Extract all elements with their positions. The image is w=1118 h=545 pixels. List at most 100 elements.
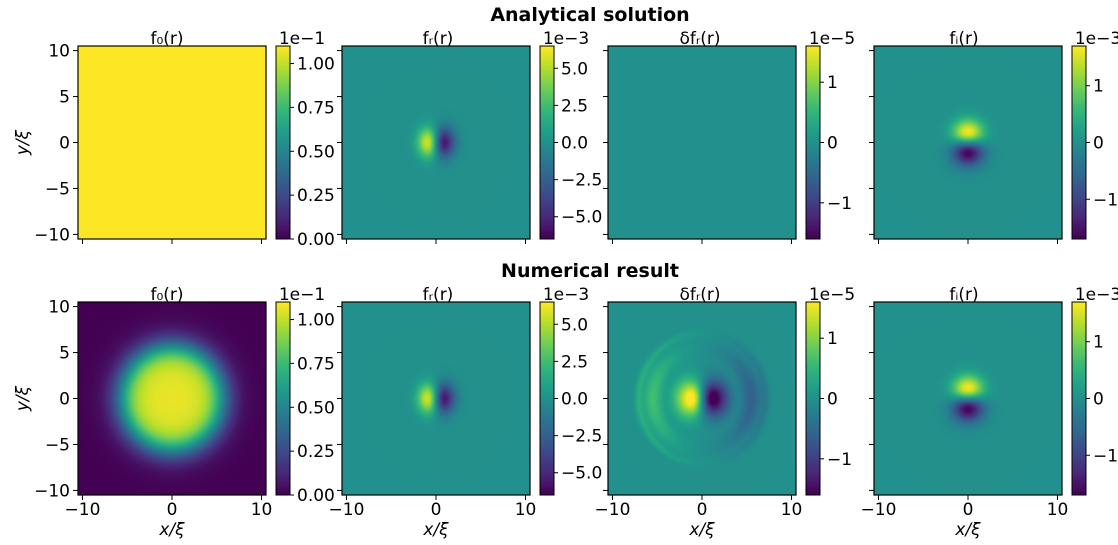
- heatmap-image: [608, 46, 796, 239]
- heatmap-image: [874, 46, 1062, 239]
- colorbar-tick-label: 0.75: [297, 354, 335, 374]
- row-title: Analytical solution: [490, 4, 689, 26]
- heatmap-image: [342, 302, 530, 495]
- x-tick-label: 10: [781, 500, 803, 520]
- x-tick-label: 10: [515, 500, 537, 520]
- y-tick-label: −5: [45, 179, 70, 199]
- x-tick-label: 0: [167, 500, 178, 520]
- colorbar-tick-label: 5.0: [561, 315, 588, 335]
- heatmap-panel: δfᵣ(r) −1 0 1 1e−5: [603, 29, 855, 244]
- colorbar-exponent: 1e−1: [279, 285, 325, 305]
- x-axis-label: x/ξ: [688, 520, 715, 540]
- heatmap-image: [608, 302, 796, 495]
- heatmap-image: [78, 302, 266, 495]
- colorbar-tick-label: 1: [1093, 333, 1104, 353]
- x-tick-label: 0: [963, 500, 974, 520]
- colorbar-tick-label: −1: [1093, 190, 1118, 210]
- colorbar-tick-label: 0.75: [297, 98, 335, 118]
- panel-title: δfᵣ(r): [679, 285, 720, 305]
- colorbar-exponent: 1e−5: [809, 285, 855, 305]
- colorbar: [806, 302, 820, 495]
- colorbar-tick-label: −5.0: [561, 464, 602, 484]
- colorbar: [276, 46, 290, 239]
- heatmap-panel: fᵣ(r) −10 0 10 −5.0 −2.5 0.0 2.5 5.0 1e−3 x/ξ: [329, 285, 603, 540]
- colorbar-exponent: 1e−3: [1075, 285, 1118, 305]
- y-tick-label: −10: [34, 481, 70, 501]
- x-tick-label: −10: [595, 500, 631, 520]
- colorbar: [540, 46, 554, 239]
- colorbar-tick-label: 0: [1093, 390, 1104, 410]
- colorbar-tick-label: −2.5: [561, 427, 602, 447]
- colorbar-tick-label: 0.50: [297, 398, 335, 418]
- x-tick-label: 10: [251, 500, 273, 520]
- heatmap-panel: fᵢ(r) −1 0 1 1e−3: [869, 29, 1118, 244]
- colorbar-tick-label: 1: [827, 73, 838, 93]
- colorbar-tick-label: 2.5: [561, 96, 588, 116]
- row-title: Numerical result: [501, 260, 679, 282]
- x-axis-label: x/ξ: [158, 520, 185, 540]
- colorbar: [276, 302, 290, 495]
- colorbar-tick-label: 0: [827, 134, 838, 154]
- x-tick-label: −10: [861, 500, 897, 520]
- heatmap-panel: f₀(r) −10 −5 0 5 10 −10 0 10 0.00 0.25 0.50 0.75 1.00…: [34, 285, 335, 540]
- colorbar-tick-label: 0.0: [561, 134, 588, 154]
- colorbar: [1072, 302, 1086, 495]
- panel-title: f₀(r): [150, 29, 183, 49]
- panel-title: f₀(r): [150, 285, 183, 305]
- panel-title: fᵣ(r): [423, 285, 454, 305]
- colorbar-tick-label: 5.0: [561, 59, 588, 79]
- x-tick-label: −10: [329, 500, 365, 520]
- y-axis-label: y/ξ: [13, 385, 33, 412]
- colorbar-exponent: 1e−1: [279, 29, 325, 49]
- colorbar-exponent: 1e−3: [1075, 29, 1118, 49]
- x-tick-label: 10: [1047, 500, 1069, 520]
- colorbar-tick-label: 0.25: [297, 186, 335, 206]
- y-tick-label: 10: [48, 298, 70, 318]
- panel-title: fᵣ(r): [423, 29, 454, 49]
- heatmap-panel: fᵣ(r) −5.0 −2.5 0.0 2.5 5.0 1e−3: [337, 29, 602, 244]
- colorbar-tick-label: 0.00: [297, 486, 335, 506]
- y-tick-label: −10: [34, 225, 70, 245]
- colorbar-tick-label: 1.00: [297, 55, 335, 75]
- y-tick-label: 0: [59, 390, 70, 410]
- heatmap-image: [342, 46, 530, 239]
- colorbar-tick-label: −1: [827, 194, 852, 214]
- y-axis-label: y/ξ: [13, 129, 33, 156]
- x-tick-label: 0: [697, 500, 708, 520]
- panel-title: δfᵣ(r): [679, 29, 720, 49]
- panel-title: fᵢ(r): [949, 285, 978, 305]
- colorbar-frame: [275, 45, 291, 240]
- colorbar: [540, 302, 554, 495]
- colorbar-tick-label: 0.25: [297, 442, 335, 462]
- y-tick-label: 5: [59, 88, 70, 108]
- colorbar-tick-label: 2.5: [561, 352, 588, 372]
- colorbar-tick-label: −1: [827, 450, 852, 470]
- heatmap-panel: f₀(r) −10 −5 0 5 10 0.00 0.25 0.50 0.75 1.00 1e−1: [34, 29, 335, 250]
- panel-title: fᵢ(r): [949, 29, 978, 49]
- colorbar: [806, 46, 820, 239]
- colorbar-exponent: 1e−3: [543, 285, 589, 305]
- colorbar-tick-label: 0.50: [297, 142, 335, 162]
- x-tick-label: −10: [65, 500, 101, 520]
- colorbar-exponent: 1e−5: [809, 29, 855, 49]
- colorbar-exponent: 1e−3: [543, 29, 589, 49]
- heatmap-image: [874, 302, 1062, 495]
- heatmap-image: [78, 46, 266, 239]
- colorbar-tick-label: 0: [1093, 134, 1104, 154]
- y-tick-label: −5: [45, 435, 70, 455]
- colorbar-tick-label: 0.00: [297, 230, 335, 250]
- x-tick-label: 0: [431, 500, 442, 520]
- colorbar-tick-label: 1.00: [297, 311, 335, 331]
- x-axis-label: x/ξ: [954, 520, 981, 540]
- y-tick-label: 0: [59, 134, 70, 154]
- colorbar-tick-label: 0: [827, 390, 838, 410]
- colorbar-frame: [275, 301, 291, 496]
- y-tick-label: 5: [59, 344, 70, 364]
- colorbar-tick-label: −1: [1093, 446, 1118, 466]
- x-axis-label: x/ξ: [422, 520, 449, 540]
- y-tick-label: 10: [48, 42, 70, 62]
- colorbar-tick-label: −5.0: [561, 208, 602, 228]
